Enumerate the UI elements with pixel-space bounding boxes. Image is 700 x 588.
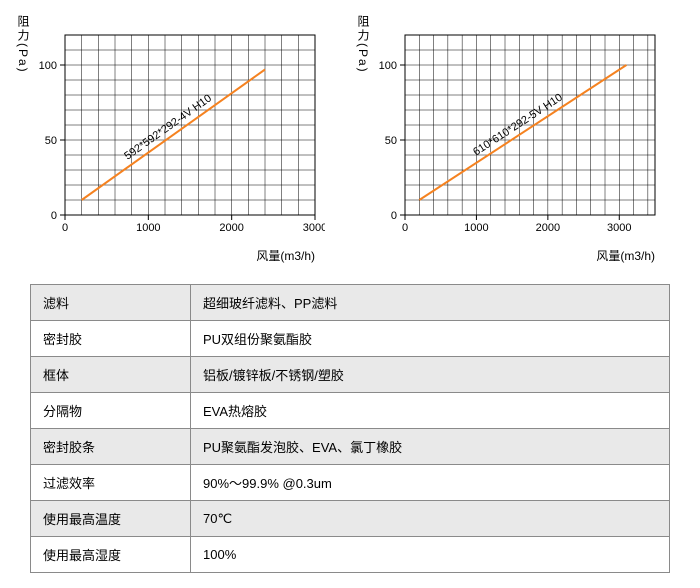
spec-key: 使用最高湿度 [31,537,191,573]
spec-row: 密封胶PU双组份聚氨酯胶 [31,321,670,357]
chart-left-container: 阻力(Pa) 0100020003000050100592*592*292-4V… [15,15,325,264]
spec-value: 90%～99.9% @0.3um [191,465,670,501]
svg-text:3000: 3000 [607,222,631,234]
svg-text:2000: 2000 [219,222,243,234]
spec-key: 密封胶条 [31,429,191,465]
chart-right-container: 阻力(Pa) 0100020003000050100610*610*292-5V… [355,15,665,264]
charts-row: 阻力(Pa) 0100020003000050100592*592*292-4V… [15,15,685,264]
spec-key: 过滤效率 [31,465,191,501]
spec-key: 框体 [31,357,191,393]
svg-text:0: 0 [391,210,397,222]
spec-row: 使用最高温度70℃ [31,501,670,537]
chart-left-ylabel: 阻力(Pa) [15,15,46,77]
spec-table: 滤料超细玻纤滤料、PP滤料密封胶PU双组份聚氨酯胶框体铝板/镀锌板/不锈钢/塑胶… [30,284,670,573]
svg-text:3000: 3000 [303,222,325,234]
svg-text:50: 50 [45,135,57,147]
svg-text:2000: 2000 [536,222,560,234]
spec-value: 超细玻纤滤料、PP滤料 [191,285,670,321]
spec-value: 铝板/镀锌板/不锈钢/塑胶 [191,357,670,393]
spec-value: PU聚氨酯发泡胶、EVA、氯丁橡胶 [191,429,670,465]
svg-text:1000: 1000 [464,222,488,234]
spec-key: 分隔物 [31,393,191,429]
spec-value: PU双组份聚氨酯胶 [191,321,670,357]
svg-text:50: 50 [385,135,397,147]
svg-text:0: 0 [51,210,57,222]
spec-value: EVA热熔胶 [191,393,670,429]
spec-row: 分隔物EVA热熔胶 [31,393,670,429]
spec-row: 过滤效率90%～99.9% @0.3um [31,465,670,501]
spec-value: 70℃ [191,501,670,537]
spec-row: 框体铝板/镀锌板/不锈钢/塑胶 [31,357,670,393]
chart-left: 0100020003000050100592*592*292-4V H10 [15,15,325,245]
spec-row: 使用最高湿度100% [31,537,670,573]
spec-key: 密封胶 [31,321,191,357]
svg-text:1000: 1000 [136,222,160,234]
chart-right-ylabel-text: 阻力(Pa) [355,15,372,74]
chart-right-xlabel: 风量(m3/h) [355,247,665,264]
spec-key: 滤料 [31,285,191,321]
svg-text:0: 0 [402,222,408,234]
spec-row: 密封胶条PU聚氨酯发泡胶、EVA、氯丁橡胶 [31,429,670,465]
chart-left-xlabel: 风量(m3/h) [15,247,325,264]
spec-value: 100% [191,537,670,573]
chart-right: 0100020003000050100610*610*292-5V H10 [355,15,665,245]
svg-text:0: 0 [62,222,68,234]
chart-right-ylabel: 阻力(Pa) [355,15,386,77]
chart-left-ylabel-text: 阻力(Pa) [15,15,32,74]
spec-row: 滤料超细玻纤滤料、PP滤料 [31,285,670,321]
spec-key: 使用最高温度 [31,501,191,537]
